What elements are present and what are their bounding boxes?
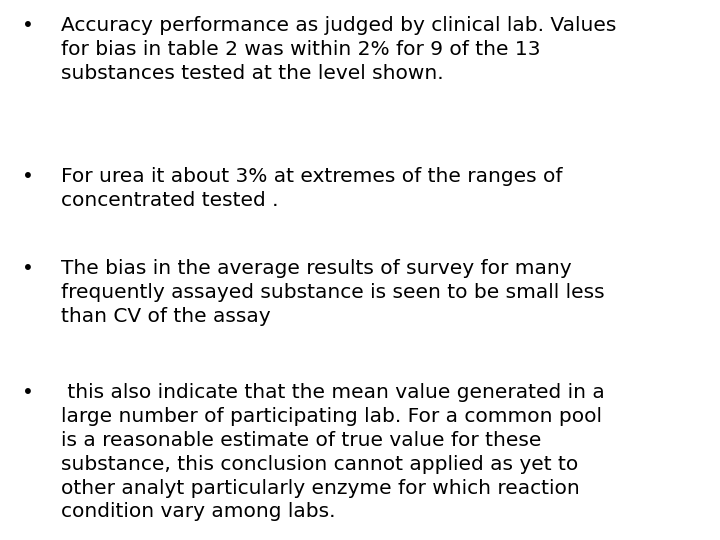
Text: The bias in the average results of survey for many
frequently assayed substance : The bias in the average results of surve… bbox=[61, 259, 605, 326]
Text: For urea it about 3% at extremes of the ranges of
concentrated tested .: For urea it about 3% at extremes of the … bbox=[61, 167, 563, 210]
Text: •: • bbox=[22, 16, 33, 35]
Text: •: • bbox=[22, 259, 33, 278]
Text: this also indicate that the mean value generated in a
large number of participat: this also indicate that the mean value g… bbox=[61, 383, 605, 522]
Text: Accuracy performance as judged by clinical lab. Values
for bias in table 2 was w: Accuracy performance as judged by clinic… bbox=[61, 16, 616, 83]
Text: •: • bbox=[22, 383, 33, 402]
Text: •: • bbox=[22, 167, 33, 186]
